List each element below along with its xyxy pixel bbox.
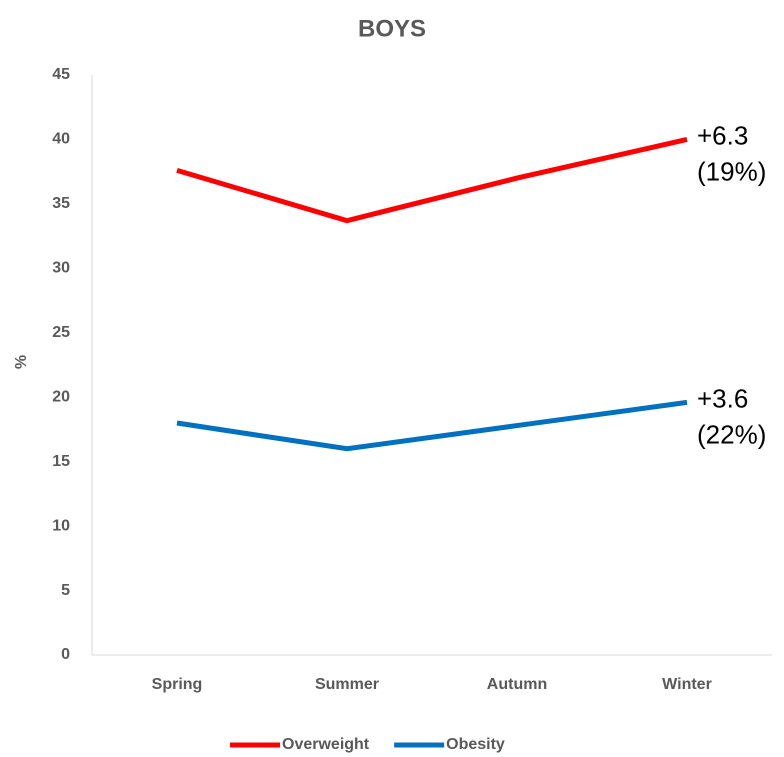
y-tick-label: 10 bbox=[52, 517, 70, 534]
annotation: +6.3 bbox=[697, 120, 748, 150]
series-line bbox=[176, 399, 688, 452]
annotation: (19%) bbox=[697, 156, 766, 186]
y-tick-label: 0 bbox=[61, 646, 70, 663]
x-tick-label: Summer bbox=[315, 676, 379, 693]
x-tick-label: Winter bbox=[662, 676, 712, 693]
x-tick-label: Autumn bbox=[487, 676, 547, 693]
annotation: (22%) bbox=[697, 419, 766, 449]
series-line bbox=[176, 137, 688, 224]
y-tick-label: 45 bbox=[52, 66, 70, 83]
annotation: +3.6 bbox=[697, 383, 748, 413]
y-tick-label: 30 bbox=[52, 260, 70, 277]
legend-label: Obesity bbox=[446, 736, 505, 753]
legend-label: Overweight bbox=[282, 736, 370, 753]
y-axis-label: % bbox=[13, 355, 30, 369]
y-tick-label: 40 bbox=[52, 131, 70, 148]
x-tick-label: Spring bbox=[152, 676, 203, 693]
y-tick-label: 20 bbox=[52, 388, 70, 405]
y-tick-label: 35 bbox=[52, 195, 70, 212]
y-tick-label: 25 bbox=[52, 324, 70, 341]
y-tick-label: 15 bbox=[52, 453, 70, 470]
chart-title: BOYS bbox=[358, 15, 426, 42]
y-tick-label: 5 bbox=[61, 582, 70, 599]
